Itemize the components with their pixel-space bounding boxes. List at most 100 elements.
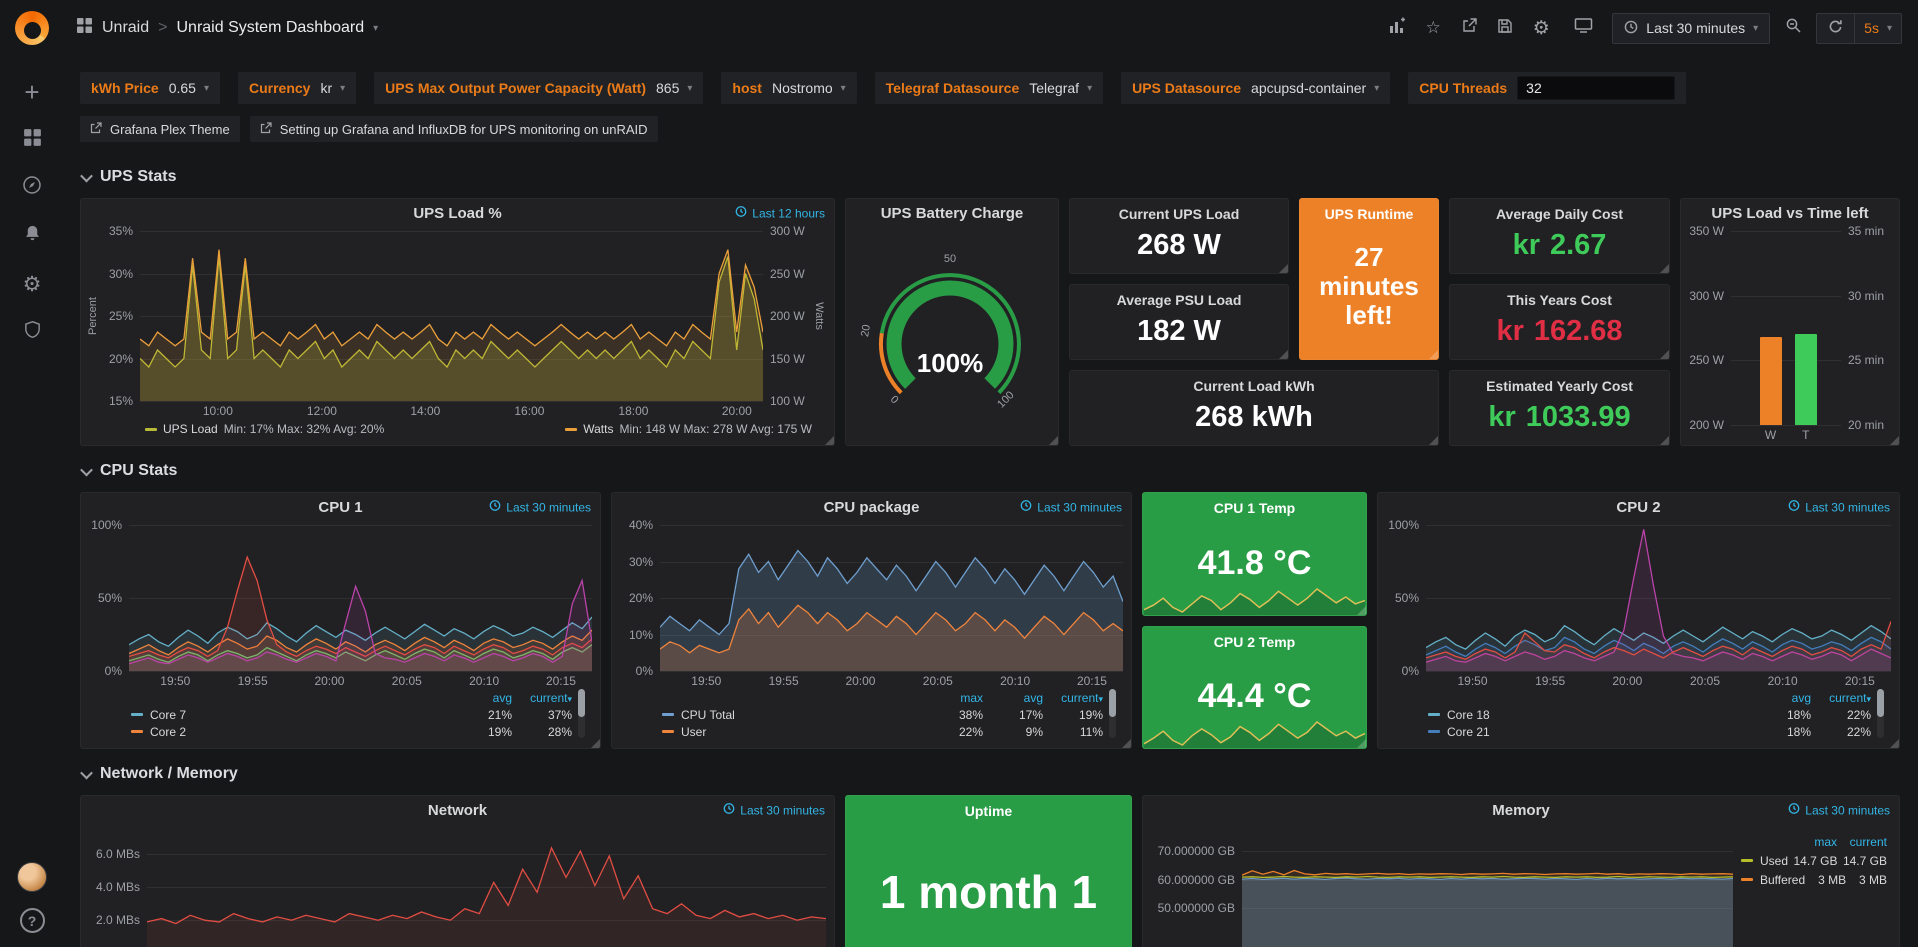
panel-title[interactable]: Current Load kWh xyxy=(1193,378,1315,394)
legend-series[interactable]: CPU Total 38% 17% 19% xyxy=(662,706,1103,723)
legend-series[interactable]: Core 7 21% 37% xyxy=(131,706,572,723)
panel-resize-handle[interactable] xyxy=(1429,350,1438,359)
main-area: Unraid > Unraid System Dashboard ▾ ☆ ⚙ L… xyxy=(64,0,1918,947)
panel-title[interactable]: Estimated Yearly Cost xyxy=(1486,378,1633,394)
variable-value-dropdown[interactable]: 0.65 ▾ xyxy=(168,80,209,96)
dashboard-title[interactable]: Unraid System Dashboard xyxy=(176,19,365,36)
panel-title[interactable]: CPU 1 xyxy=(318,498,363,516)
panel-resize-handle[interactable] xyxy=(1660,436,1669,445)
sidebar-item-create[interactable]: + xyxy=(12,73,52,111)
section-header-cpu-stats[interactable]: CPU Stats xyxy=(80,458,1902,484)
panel-resize-handle[interactable] xyxy=(1890,436,1899,445)
sidebar-menu: + ⚙ xyxy=(12,73,52,351)
y-tick-label: 30% xyxy=(108,266,133,281)
panel-title[interactable]: CPU 1 Temp xyxy=(1213,500,1296,516)
variable-value-dropdown[interactable]: 865 ▾ xyxy=(656,80,693,96)
legend-col-max[interactable]: max xyxy=(1814,834,1837,849)
legend-col-avg[interactable]: avg xyxy=(1023,691,1043,705)
panel-title[interactable]: Average Daily Cost xyxy=(1495,206,1624,222)
y-tick-label: 40% xyxy=(628,518,653,532)
panel-resize-handle[interactable] xyxy=(1049,436,1058,445)
legend-col-avg[interactable]: avg xyxy=(1791,691,1811,705)
legend-series[interactable]: UPS Load Min: 17% Max: 32% Avg: 20% xyxy=(145,422,384,436)
legend-series[interactable]: Used 14.7 GB 14.7 GB xyxy=(1741,851,1887,870)
panel-title[interactable]: CPU 2 xyxy=(1616,498,1661,516)
legend-col-max[interactable]: max xyxy=(960,691,983,705)
panel-resize-handle[interactable] xyxy=(1890,739,1899,748)
panel-resize-handle[interactable] xyxy=(1357,739,1366,748)
panel-resize-handle[interactable] xyxy=(825,436,834,445)
variable-value-dropdown[interactable]: kr ▾ xyxy=(320,80,346,96)
panel-resize-handle[interactable] xyxy=(1122,739,1131,748)
y-tick-label: 35 min xyxy=(1848,224,1885,238)
panel-title[interactable]: Current UPS Load xyxy=(1118,206,1240,222)
dashboard-link[interactable]: Grafana Plex Theme xyxy=(80,116,240,142)
legend-col-current[interactable]: current▾ xyxy=(1829,691,1871,705)
share-dashboard-button[interactable] xyxy=(1456,14,1482,42)
refresh-interval-dropdown[interactable]: 5s ▾ xyxy=(1855,12,1902,44)
breadcrumb-folder[interactable]: Unraid xyxy=(102,19,150,36)
x-tick-label: 20:10 xyxy=(1000,674,1031,688)
legend: max avg current▾ CPU Total 38% 17% 19% User 22% 9… xyxy=(616,689,1123,746)
panel-title[interactable]: UPS Runtime xyxy=(1324,206,1414,222)
panel-title[interactable]: This Years Cost xyxy=(1507,292,1612,308)
legend-series[interactable]: Watts Min: 148 W Max: 278 W Avg: 175 W xyxy=(565,422,812,436)
legend-col-current[interactable]: current▾ xyxy=(530,691,572,705)
dashboard-link[interactable]: Setting up Grafana and InfluxDB for UPS … xyxy=(249,116,658,142)
variable-value-dropdown[interactable]: apcupsd-container ▾ xyxy=(1251,80,1380,96)
legend-scrollbar[interactable] xyxy=(1109,689,1116,738)
panel-resize-handle[interactable] xyxy=(1660,350,1669,359)
section-header-ups-stats[interactable]: UPS Stats xyxy=(80,164,1902,190)
legend-col-avg[interactable]: avg xyxy=(492,691,512,705)
variable-input[interactable] xyxy=(1517,76,1676,100)
user-avatar[interactable] xyxy=(17,862,47,892)
dashboard-settings-button[interactable]: ⚙ xyxy=(1528,14,1554,42)
cycle-view-mode-button[interactable] xyxy=(1570,14,1596,42)
save-dashboard-button[interactable] xyxy=(1492,14,1518,42)
legend-col-current[interactable]: current▾ xyxy=(1061,691,1103,705)
panel-memory-graph: Memory Last 30 minutes 50.000000 GB 60.00… xyxy=(1142,795,1900,947)
legend-series[interactable]: Core 2 19% 28% xyxy=(131,723,572,740)
legend-series[interactable]: Buffered 3 MB 3 MB xyxy=(1741,870,1887,889)
zoom-out-button[interactable] xyxy=(1780,14,1806,42)
panel-resize-handle[interactable] xyxy=(591,739,600,748)
panel-resize-handle[interactable] xyxy=(1279,350,1288,359)
help-button[interactable]: ? xyxy=(19,908,45,933)
panel-title[interactable]: CPU 2 Temp xyxy=(1213,633,1296,650)
panel-resize-handle[interactable] xyxy=(1660,264,1669,273)
sidebar-item-explore[interactable] xyxy=(12,169,52,207)
star-dashboard-button[interactable]: ☆ xyxy=(1420,14,1446,42)
sidebar-item-dashboards[interactable] xyxy=(12,121,52,159)
panel-resize-handle[interactable] xyxy=(1279,264,1288,273)
legend-series[interactable]: User 22% 9% 11% xyxy=(662,723,1103,740)
panel-resize-handle[interactable] xyxy=(1429,436,1438,445)
add-panel-button[interactable] xyxy=(1384,14,1410,42)
variable-value-dropdown[interactable]: Nostromo ▾ xyxy=(771,80,846,96)
panel-resize-handle[interactable] xyxy=(1357,605,1366,615)
panel-title[interactable]: UPS Load % xyxy=(413,204,502,222)
panel-title[interactable]: UPS Load vs Time left xyxy=(1711,204,1869,222)
panel-title[interactable]: Network xyxy=(427,801,488,819)
panel-title[interactable]: Average PSU Load xyxy=(1116,292,1242,308)
series-plot xyxy=(147,846,826,947)
sidebar-item-server-admin[interactable] xyxy=(12,313,52,351)
sidebar-item-configuration[interactable]: ⚙ xyxy=(12,265,52,303)
legend-col-current[interactable]: current xyxy=(1849,834,1887,849)
legend-scrollbar[interactable] xyxy=(1877,689,1884,738)
refresh-button[interactable] xyxy=(1816,12,1856,44)
time-range-picker[interactable]: Last 30 minutes ▾ xyxy=(1612,12,1771,44)
variable-value-dropdown[interactable]: Telegraf ▾ xyxy=(1029,80,1093,96)
x-tick-label: 20:10 xyxy=(1767,674,1798,688)
grafana-logo[interactable] xyxy=(15,11,49,45)
section-header-network-memory[interactable]: Network / Memory xyxy=(80,761,1902,787)
legend-series[interactable]: Core 21 18% 22% xyxy=(1428,723,1871,740)
legend-series[interactable]: Core 18 18% 22% xyxy=(1428,706,1871,723)
panel-cpu1-graph: CPU 1 Last 30 minutes 0% 50% 100% 19:50 19:5… xyxy=(80,492,601,749)
legend-scrollbar[interactable] xyxy=(578,689,585,738)
panel-title[interactable]: Memory xyxy=(1492,801,1550,819)
panel-title[interactable]: UPS Battery Charge xyxy=(880,204,1024,222)
sidebar-item-alerting[interactable] xyxy=(12,217,52,255)
panel-title[interactable]: CPU package xyxy=(823,498,920,516)
panel-title[interactable]: Uptime xyxy=(964,803,1013,819)
